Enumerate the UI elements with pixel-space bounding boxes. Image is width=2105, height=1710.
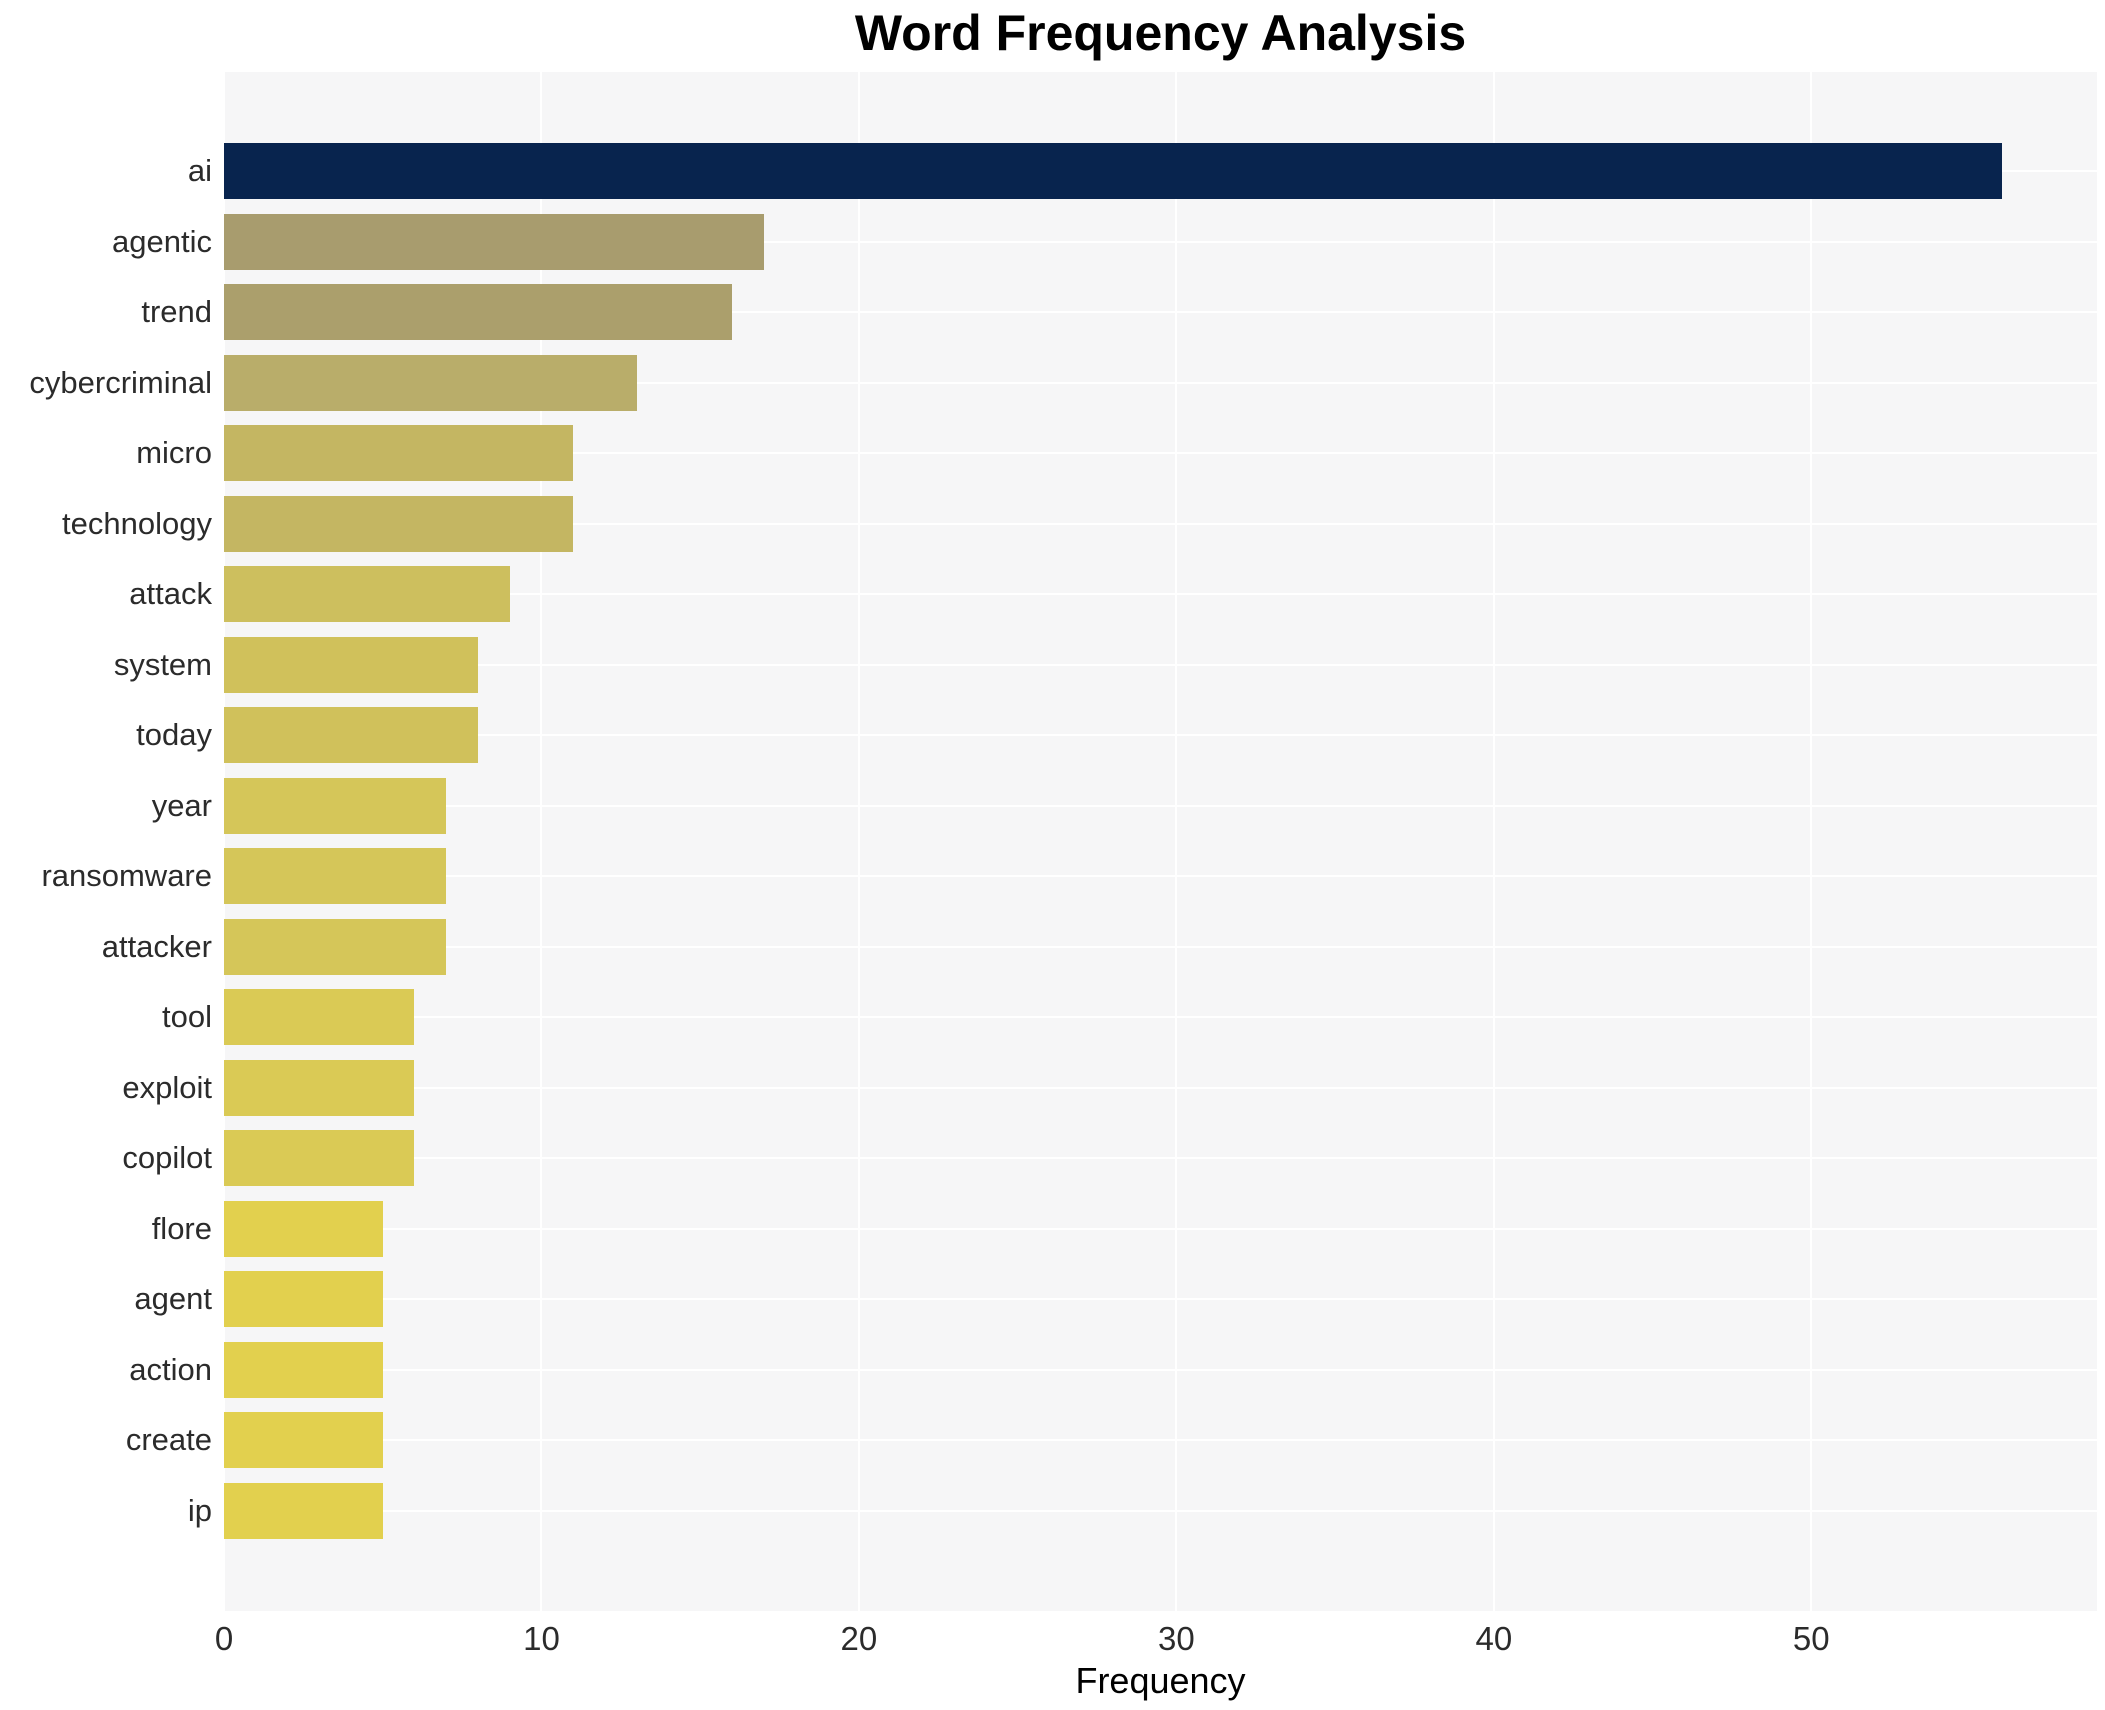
y-tick-label: exploit: [122, 1069, 212, 1105]
x-axis-label: Frequency: [1075, 1660, 1246, 1701]
y-tick-label: technology: [62, 505, 212, 541]
bar-agent: [224, 1271, 383, 1327]
gridline-horizontal: [224, 522, 2097, 525]
bar-tool: [224, 989, 415, 1045]
y-tick-label: create: [125, 1422, 212, 1457]
gridline-horizontal: [224, 875, 2097, 877]
x-tick-label: 50: [1792, 1620, 1830, 1657]
x-tick-label: 10: [523, 1620, 560, 1657]
chart-title: Word Frequency Analysis: [854, 5, 1467, 61]
y-tick-label: attack: [129, 576, 212, 611]
y-tick-label: system: [113, 646, 212, 682]
gridline-horizontal: [224, 804, 2097, 807]
bar-create: [224, 1412, 383, 1468]
y-tick-label: action: [129, 1351, 212, 1387]
bar-attacker: [224, 918, 447, 975]
gridline-horizontal: [224, 1016, 2097, 1018]
gridline-horizontal: [224, 381, 2097, 384]
gridline-horizontal: [224, 1227, 2097, 1230]
y-tick-label: copilot: [122, 1140, 212, 1175]
gridline-horizontal: [224, 1509, 2097, 1512]
bar-ransomware: [224, 848, 447, 904]
x-tick-label: 30: [1158, 1620, 1195, 1657]
gridline-horizontal: [224, 1439, 2097, 1441]
gridline-vertical: [1175, 72, 1178, 1611]
gridline-horizontal: [224, 1298, 2097, 1300]
y-tick-label: micro: [136, 435, 212, 470]
gridline-horizontal: [224, 452, 2097, 454]
gridline-horizontal: [224, 1086, 2097, 1089]
y-tick-label: ip: [187, 1492, 212, 1528]
bar-trend: [224, 284, 732, 340]
y-tick-label: agentic: [112, 223, 212, 259]
y-tick-label: attacker: [101, 928, 212, 964]
bar-exploit: [224, 1059, 415, 1116]
bar-today: [224, 707, 478, 763]
gridline-vertical: [540, 72, 543, 1611]
bar-ip: [224, 1482, 383, 1539]
gridline-vertical: [1492, 72, 1495, 1611]
bar-action: [224, 1341, 383, 1398]
plot-area: [223, 72, 2097, 1611]
y-tick-label: ransomware: [41, 858, 212, 893]
gridline-horizontal: [224, 311, 2097, 313]
y-tick-label: today: [136, 717, 212, 752]
x-tick-label: 0: [214, 1620, 234, 1657]
gridline-vertical: [857, 72, 860, 1611]
bar-copilot: [224, 1130, 415, 1186]
gridline-horizontal: [224, 1368, 2097, 1371]
bar-system: [224, 636, 478, 693]
gridline-vertical: [223, 72, 225, 1611]
x-tick-label: 20: [840, 1620, 878, 1657]
bar-year: [224, 777, 447, 834]
y-tick-label: trend: [141, 294, 212, 329]
y-tick-label: ai: [187, 153, 212, 188]
y-tick-label: year: [151, 787, 212, 823]
y-tick-label: tool: [162, 999, 212, 1034]
bar-micro: [224, 425, 574, 481]
gridline-horizontal: [224, 945, 2097, 948]
bar-ai: [224, 143, 2002, 199]
gridline-horizontal: [224, 1157, 2097, 1159]
gridline-horizontal: [224, 240, 2097, 243]
bar-flore: [224, 1200, 383, 1257]
y-tick-label: agent: [134, 1281, 212, 1316]
gridline-vertical: [1810, 72, 1813, 1611]
bar-agentic: [224, 213, 764, 270]
bar-attack: [224, 566, 510, 622]
x-tick-label: 40: [1475, 1620, 1513, 1657]
gridline-horizontal: [224, 734, 2097, 736]
y-tick-label: cybercriminal: [29, 364, 212, 400]
y-tick-label: flore: [151, 1210, 212, 1246]
gridline-horizontal: [224, 663, 2097, 666]
bar-cybercriminal: [224, 354, 637, 411]
gridline-horizontal: [224, 593, 2097, 595]
bar-technology: [224, 495, 574, 552]
